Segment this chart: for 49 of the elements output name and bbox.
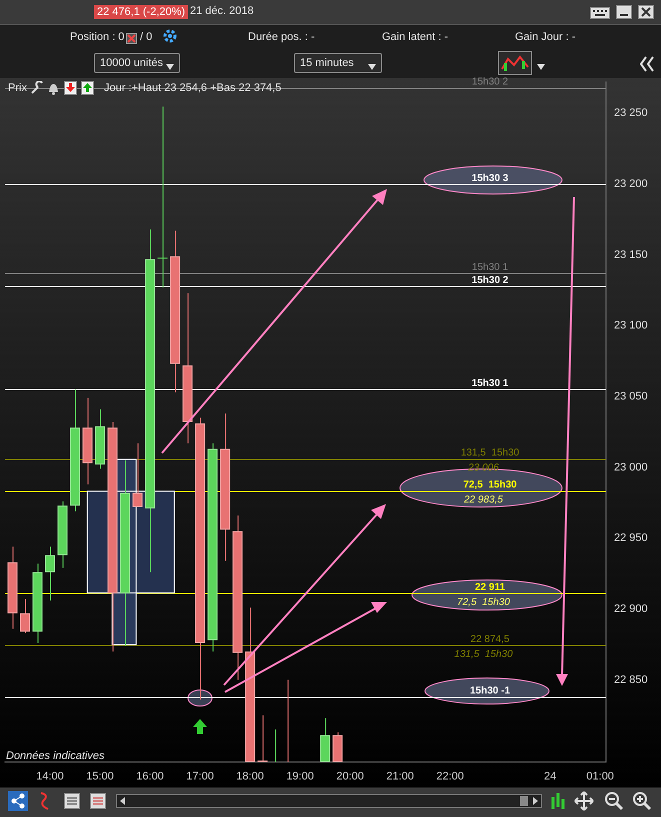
ref-line-label: 15h30 -1: [470, 686, 510, 697]
annotation: 131,5 15h30: [454, 648, 514, 660]
candlestick: [258, 714, 268, 762]
x-tick-label: 21:00: [386, 770, 414, 783]
candlestick: [45, 546, 56, 601]
text: 10000 unités: [100, 57, 163, 69]
annotation: Données indicatives: [6, 750, 104, 762]
annotation: Jour :+Haut 23 254,6 +Bas 22 374,5: [104, 82, 282, 94]
y-tick-label: 23 150: [614, 248, 648, 261]
ref-line-label: 72,5 15h30: [463, 479, 518, 490]
ref-line-label: 131,5 15h30: [460, 448, 520, 459]
x-tick-label: 22:00: [436, 770, 464, 783]
x-tick-label: 18:00: [236, 770, 264, 783]
y-tick-label: 23 200: [614, 178, 648, 190]
chart-subtitle: 22 476,1 (-2,20%): [94, 5, 188, 19]
y-tick-label: 22 900: [614, 603, 648, 616]
y-tick-label: 22 850: [614, 674, 648, 686]
y-tick-label: 23 000: [614, 461, 648, 474]
text: Durée pos. : -: [248, 31, 315, 43]
x-tick-label: 16:00: [136, 770, 164, 783]
x-tick-label: 14:00: [36, 770, 64, 783]
candlestick: [20, 598, 30, 634]
annotation: 72,5 15h30: [457, 597, 510, 608]
annotation: Prix: [8, 82, 27, 94]
chart-title: 21 déc. 2018: [190, 5, 254, 17]
x-tick-label: 20:00: [336, 770, 364, 783]
text: 15 minutes: [300, 57, 354, 69]
ref-line-label: 15h30 2: [472, 76, 509, 88]
ref-line-label: 22 911: [474, 582, 506, 594]
x-tick-label: 24: [544, 770, 556, 783]
text: Gain latent : -: [382, 31, 448, 43]
text: Position : 0: [70, 31, 124, 43]
x-tick-label: 15:00: [86, 770, 114, 783]
ref-line-label: 22 874,5: [470, 634, 510, 645]
ref-line-label: 15h30 3: [472, 172, 509, 184]
x-tick-label: 19:00: [286, 770, 314, 783]
text: Gain Jour : -: [515, 31, 576, 43]
y-tick-label: 23 250: [614, 107, 648, 120]
ref-line-label: 15h30 1: [472, 262, 509, 273]
ref-line-label: 15h30 2: [472, 274, 509, 286]
annotation: 22 983,5: [462, 494, 504, 506]
candlestick: [157, 106, 168, 288]
x-tick-label: 17:00: [186, 770, 214, 783]
y-tick-label: 22 950: [614, 532, 648, 544]
y-tick-label: 23 050: [614, 390, 648, 403]
text: / 0: [140, 31, 152, 43]
ref-line-label: 15h30 1: [472, 378, 509, 390]
y-tick-label: 23 100: [614, 320, 648, 332]
x-tick-label: 01:00: [586, 770, 614, 783]
